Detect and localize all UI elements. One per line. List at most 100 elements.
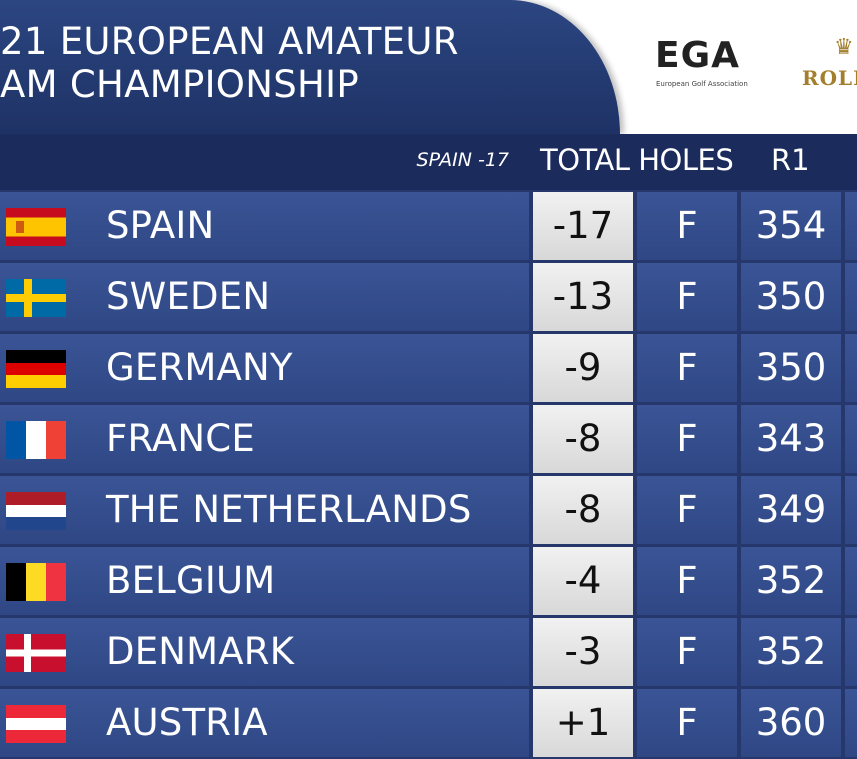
total-score-cell: -9 [533, 334, 633, 402]
team-cell: BELGIUM [0, 547, 529, 615]
holes-cell: F [637, 689, 737, 757]
spain-flag-icon [6, 208, 66, 246]
team-name: AUSTRIA [106, 701, 268, 744]
netherlands-flag-icon [6, 492, 66, 530]
r1-value: 349 [755, 488, 827, 531]
total-score: -4 [564, 559, 602, 602]
total-score-cell: -8 [533, 405, 633, 473]
table-row: SPAIN -17 F 354 [0, 192, 857, 262]
total-score: -8 [564, 488, 602, 531]
holes-cell: F [637, 405, 737, 473]
table-row: AUSTRIA +1 F 360 [0, 689, 857, 759]
team-name: BELGIUM [106, 559, 276, 602]
next-column-cell [845, 263, 857, 331]
r1-value: 352 [755, 630, 827, 673]
r1-header: R1 [771, 143, 810, 177]
next-column-cell [845, 689, 857, 757]
total-score: -9 [564, 346, 602, 389]
holes-value: F [676, 417, 698, 460]
team-cell: DENMARK [0, 618, 529, 686]
total-score-cell: -8 [533, 476, 633, 544]
holes-value: F [676, 630, 698, 673]
ega-logo-subtitle: European Golf Association [656, 80, 748, 88]
holes-cell: F [637, 618, 737, 686]
france-flag-icon [6, 421, 66, 459]
holes-value: F [676, 559, 698, 602]
next-column-cell [845, 334, 857, 402]
r1-cell: 350 [741, 334, 841, 402]
holes-cell: F [637, 263, 737, 331]
next-column-cell [845, 547, 857, 615]
total-score-cell: -4 [533, 547, 633, 615]
total-holes-header: TOTAL HOLES [540, 143, 734, 177]
title-line-2: AM CHAMPIONSHIP [0, 63, 359, 106]
rolex-logo: ♛ ROLE [800, 36, 857, 96]
holes-cell: F [637, 547, 737, 615]
ega-logo: EGA European Golf Association [655, 36, 755, 96]
holes-value: F [676, 488, 698, 531]
holes-value: F [676, 346, 698, 389]
sweden-flag-icon [6, 279, 66, 317]
next-column-cell [845, 618, 857, 686]
r1-value: 360 [755, 701, 827, 744]
leader-label: SPAIN -17 [416, 149, 509, 171]
total-score: -17 [552, 204, 614, 247]
table-row: DENMARK -3 F 352 [0, 618, 857, 688]
austria-flag-icon [6, 705, 66, 743]
r1-value: 350 [755, 275, 827, 318]
r1-cell: 360 [741, 689, 841, 757]
holes-value: F [676, 204, 698, 247]
column-header-bar: SPAIN -17 TOTAL HOLES R1 [0, 134, 857, 190]
r1-value: 354 [755, 204, 827, 247]
team-name: FRANCE [106, 417, 255, 460]
total-score: +1 [555, 701, 611, 744]
team-cell: SWEDEN [0, 263, 529, 331]
team-cell: AUSTRIA [0, 689, 529, 757]
team-cell: THE NETHERLANDS [0, 476, 529, 544]
next-column-cell [845, 476, 857, 544]
r1-cell: 354 [741, 192, 841, 260]
next-column-cell [845, 192, 857, 260]
total-score: -3 [564, 630, 602, 673]
holes-value: F [676, 275, 698, 318]
germany-flag-icon [6, 350, 66, 388]
rolex-logo-text: ROLE [802, 66, 857, 90]
holes-value: F [676, 701, 698, 744]
crown-icon: ♛ [834, 35, 854, 60]
team-cell: FRANCE [0, 405, 529, 473]
team-name: SPAIN [106, 204, 215, 247]
team-cell: GERMANY [0, 334, 529, 402]
title-panel: 21 EUROPEAN AMATEUR AM CHAMPIONSHIP [0, 0, 620, 134]
holes-cell: F [637, 476, 737, 544]
ega-logo-text: EGA [655, 35, 741, 76]
total-score-cell: -17 [533, 192, 633, 260]
total-score: -13 [552, 275, 614, 318]
total-score-cell: +1 [533, 689, 633, 757]
team-cell: SPAIN [0, 192, 529, 260]
total-score-cell: -3 [533, 618, 633, 686]
r1-cell: 352 [741, 547, 841, 615]
r1-cell: 352 [741, 618, 841, 686]
team-name: GERMANY [106, 346, 293, 389]
r1-value: 343 [755, 417, 827, 460]
r1-cell: 343 [741, 405, 841, 473]
table-row: BELGIUM -4 F 352 [0, 547, 857, 617]
r1-cell: 349 [741, 476, 841, 544]
title-line-1: 21 EUROPEAN AMATEUR [0, 20, 459, 63]
table-row: SWEDEN -13 F 350 [0, 263, 857, 333]
total-score-cell: -13 [533, 263, 633, 331]
r1-value: 352 [755, 559, 827, 602]
team-name: DENMARK [106, 630, 295, 673]
header: 21 EUROPEAN AMATEUR AM CHAMPIONSHIP EGA … [0, 0, 857, 134]
denmark-flag-icon [6, 634, 66, 672]
r1-cell: 350 [741, 263, 841, 331]
r1-value: 350 [755, 346, 827, 389]
belgium-flag-icon [6, 563, 66, 601]
table-row: GERMANY -9 F 350 [0, 334, 857, 404]
table-row: FRANCE -8 F 343 [0, 405, 857, 475]
team-name: THE NETHERLANDS [106, 488, 472, 531]
table-row: THE NETHERLANDS -8 F 349 [0, 476, 857, 546]
total-score: -8 [564, 417, 602, 460]
holes-cell: F [637, 192, 737, 260]
team-name: SWEDEN [106, 275, 271, 318]
